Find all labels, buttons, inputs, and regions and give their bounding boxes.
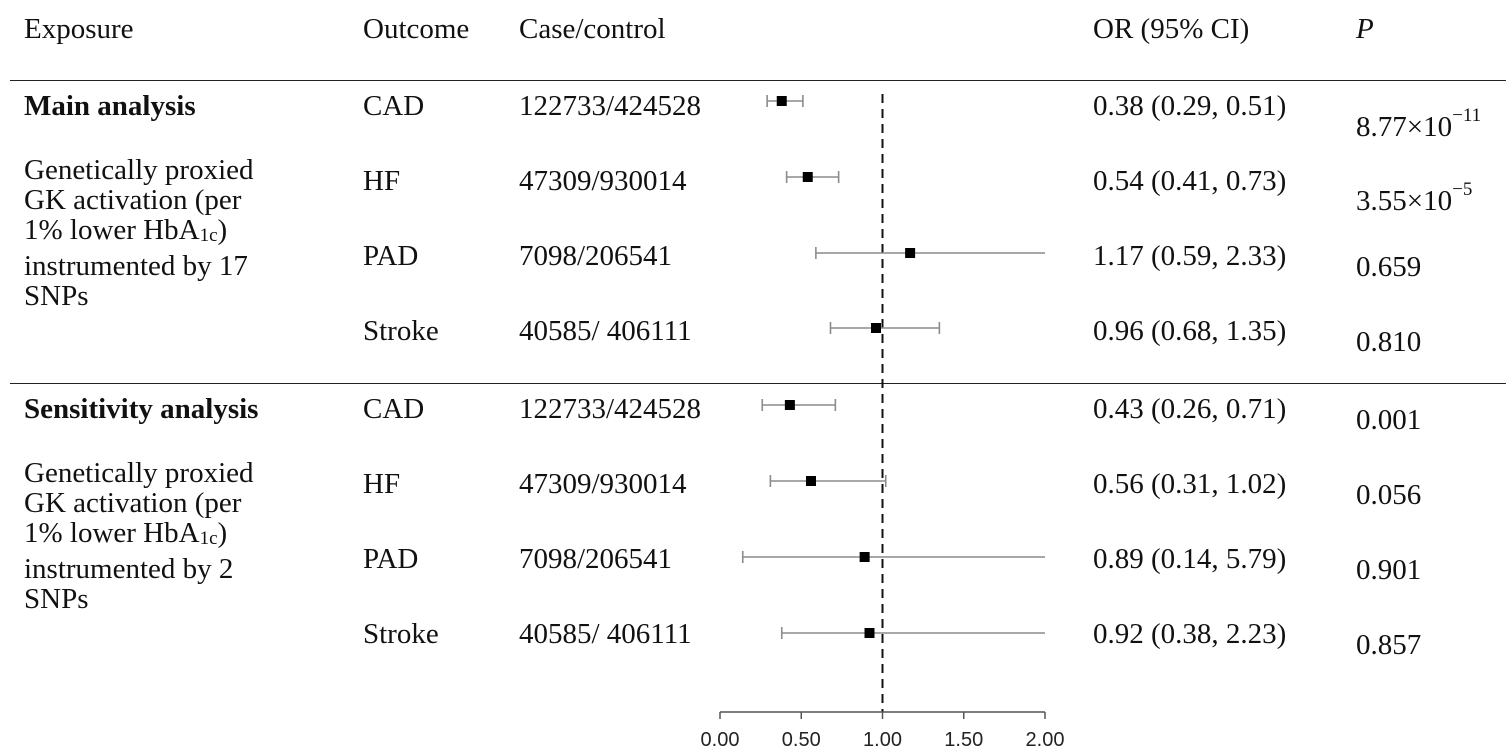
x-tick-label: 1.50 [944,729,983,748]
outcome-cell: PAD [363,240,419,272]
point-estimate [864,628,875,638]
p-value-cell: 0.901 [1356,554,1422,586]
exposure-description-main: Genetically proxied GK activation (per 1… [24,154,254,312]
header-p: P [1356,13,1374,45]
case-control-cell: 7098/206541 [519,240,673,272]
case-control-cell: 122733/424528 [519,393,702,425]
point-estimate [784,400,795,410]
x-tick-label: 0.50 [782,729,821,748]
or-ci-cell: 0.56 (0.31, 1.02) [1093,468,1287,500]
group-divider [10,383,1506,384]
outcome-cell: HF [363,165,401,197]
case-control-cell: 40585/ 406111 [519,618,692,650]
p-value-cell: 0.659 [1356,251,1422,283]
outcome-cell: Stroke [363,315,439,347]
x-tick-label: 0.00 [701,729,740,748]
header-divider [10,80,1506,81]
point-estimate [905,248,916,258]
x-tick-label: 2.00 [1026,729,1065,748]
p-value-cell: 0.056 [1356,479,1422,511]
case-control-cell: 47309/930014 [519,468,687,500]
or-ci-cell: 0.38 (0.29, 0.51) [1093,90,1287,122]
or-ci-cell: 0.43 (0.26, 0.71) [1093,393,1287,425]
point-estimate [806,476,816,486]
outcome-cell: PAD [363,543,419,575]
exposure-description-sensitivity: Genetically proxied GK activation (per 1… [24,457,254,615]
outcome-cell: CAD [363,393,425,425]
p-value-cell: 0.001 [1356,404,1422,436]
case-control-cell: 40585/ 406111 [519,315,692,347]
p-value-cell: 0.810 [1356,326,1422,358]
group-title-sensitivity: Sensitivity analysis [24,393,259,425]
x-tick-label: 1.00 [863,729,902,748]
p-value-cell: 3.55×10−5 [1356,179,1473,217]
point-estimate [859,552,870,562]
case-control-cell: 7098/206541 [519,543,673,575]
p-value-cell: 8.77×10−11 [1356,105,1482,143]
or-ci-cell: 1.17 (0.59, 2.33) [1093,240,1287,272]
header-or-ci: OR (95% CI) [1093,13,1250,45]
group-title-main: Main analysis [24,90,196,122]
point-estimate [776,96,787,106]
or-ci-cell: 0.89 (0.14, 5.79) [1093,543,1287,575]
header-exposure: Exposure [24,13,134,45]
case-control-cell: 47309/930014 [519,165,687,197]
point-estimate [871,323,881,333]
point-estimate [802,172,813,182]
or-ci-cell: 0.96 (0.68, 1.35) [1093,315,1287,347]
or-ci-cell: 0.92 (0.38, 2.23) [1093,618,1287,650]
case-control-cell: 122733/424528 [519,90,702,122]
p-value-cell: 0.857 [1356,629,1422,661]
header-outcome: Outcome [363,13,470,45]
outcome-cell: CAD [363,90,425,122]
outcome-cell: Stroke [363,618,439,650]
header-case-control: Case/control [519,13,666,45]
or-ci-cell: 0.54 (0.41, 0.73) [1093,165,1287,197]
outcome-cell: HF [363,468,401,500]
